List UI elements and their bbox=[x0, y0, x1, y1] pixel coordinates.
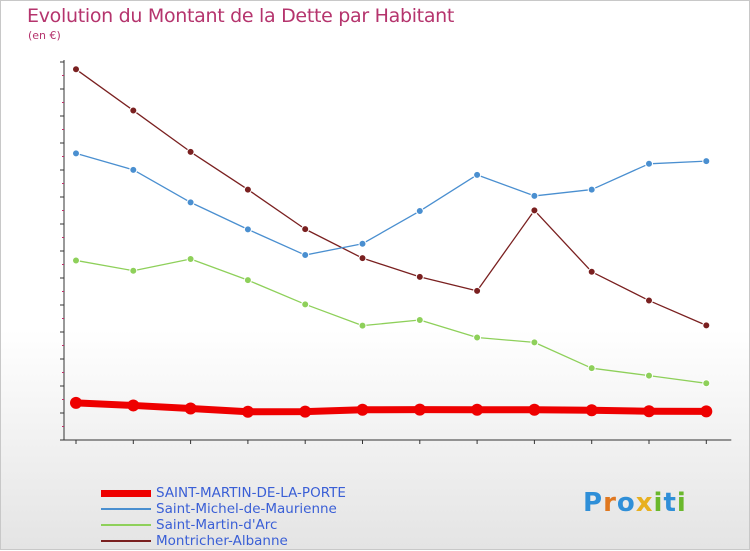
data-point bbox=[299, 405, 312, 418]
data-point bbox=[72, 256, 80, 265]
data-point bbox=[184, 402, 197, 415]
data-point bbox=[301, 300, 310, 309]
series-line-2 bbox=[75, 258, 707, 384]
data-point bbox=[415, 315, 424, 324]
data-point bbox=[358, 239, 367, 248]
proxiti-logo: Proxiti bbox=[583, 488, 687, 518]
data-point bbox=[700, 405, 713, 418]
data-point bbox=[241, 405, 254, 418]
data-point bbox=[127, 399, 140, 412]
data-point bbox=[413, 403, 426, 416]
data-point bbox=[702, 379, 711, 388]
data-point bbox=[301, 251, 310, 260]
data-point bbox=[358, 254, 367, 263]
data-point bbox=[186, 147, 195, 156]
data-point bbox=[72, 149, 80, 158]
legend-label: Saint-Michel-de-Maurienne bbox=[156, 501, 337, 517]
data-point bbox=[243, 225, 252, 234]
data-point bbox=[645, 371, 653, 380]
data-point bbox=[186, 198, 195, 207]
legend-label: Montricher-Albanne bbox=[156, 533, 288, 549]
data-point bbox=[70, 396, 82, 409]
chart-title: Evolution du Montant de la Dette par Hab… bbox=[27, 5, 455, 27]
data-point bbox=[415, 207, 424, 216]
data-point bbox=[473, 286, 482, 295]
data-point bbox=[129, 266, 138, 275]
data-point bbox=[587, 364, 596, 373]
data-point bbox=[415, 272, 424, 281]
logo-letter: i bbox=[653, 488, 664, 518]
legend-label: Saint-Martin-d'Arc bbox=[156, 517, 278, 533]
data-point bbox=[585, 404, 598, 417]
data-point bbox=[129, 106, 138, 115]
data-point bbox=[301, 225, 310, 234]
logo-letter: t bbox=[663, 488, 677, 518]
data-point bbox=[645, 296, 653, 305]
data-point bbox=[358, 321, 367, 330]
data-point bbox=[471, 403, 484, 416]
data-point bbox=[243, 276, 252, 285]
logo-letter: o bbox=[616, 488, 636, 518]
logo-letter: x bbox=[635, 488, 654, 518]
data-point bbox=[702, 321, 711, 330]
data-point bbox=[530, 206, 539, 215]
legend-label: SAINT-MARTIN-DE-LA-PORTE bbox=[156, 485, 346, 501]
data-point bbox=[530, 338, 539, 347]
legend-swatch bbox=[101, 508, 151, 510]
series-line-3 bbox=[75, 68, 707, 327]
data-point bbox=[72, 65, 80, 74]
data-point bbox=[129, 165, 138, 174]
data-point bbox=[473, 333, 482, 342]
data-point bbox=[587, 267, 596, 276]
data-point bbox=[473, 170, 482, 179]
data-point bbox=[356, 403, 369, 416]
data-point bbox=[186, 254, 195, 263]
legend-swatch bbox=[101, 524, 151, 526]
data-point bbox=[645, 159, 653, 168]
logo-letter: i bbox=[676, 488, 687, 518]
legend-swatch bbox=[101, 540, 151, 542]
data-point bbox=[587, 185, 596, 194]
chart-unit: (en €) bbox=[28, 29, 61, 42]
data-point bbox=[528, 403, 541, 416]
series-line-1 bbox=[75, 152, 707, 256]
data-point bbox=[243, 185, 252, 194]
data-point bbox=[643, 405, 655, 418]
logo-letter: r bbox=[603, 488, 617, 518]
logo-letter: P bbox=[583, 488, 604, 518]
data-point bbox=[530, 191, 539, 200]
data-point bbox=[702, 157, 711, 166]
legend-swatch bbox=[101, 489, 151, 497]
series-line-0 bbox=[72, 399, 710, 416]
